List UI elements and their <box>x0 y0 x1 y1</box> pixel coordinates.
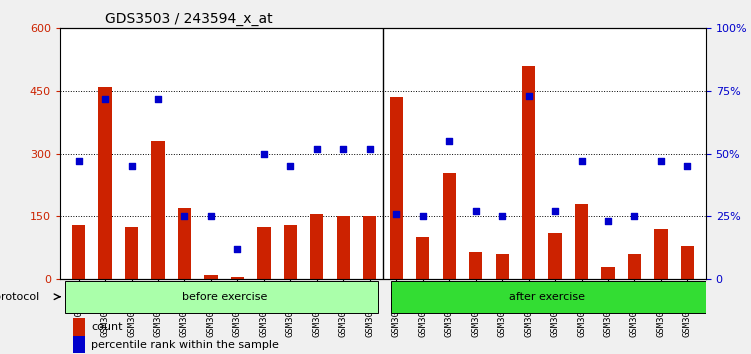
Point <box>205 213 217 219</box>
Bar <box>98 87 112 279</box>
Point <box>125 164 137 169</box>
Text: after exercise: after exercise <box>509 292 585 302</box>
Point <box>337 146 349 152</box>
Bar <box>258 227 270 279</box>
Point <box>179 213 191 219</box>
Bar <box>442 172 456 279</box>
Bar <box>125 227 138 279</box>
Bar <box>178 208 191 279</box>
Bar <box>681 246 694 279</box>
Point <box>73 159 85 164</box>
Bar <box>602 267 614 279</box>
Point <box>152 96 164 101</box>
Bar <box>654 229 668 279</box>
Text: percentile rank within the sample: percentile rank within the sample <box>91 339 279 350</box>
Bar <box>204 275 218 279</box>
Bar <box>65 281 378 313</box>
Bar <box>363 216 376 279</box>
Point <box>655 159 667 164</box>
Point <box>363 146 376 152</box>
Point <box>575 159 587 164</box>
Bar <box>416 238 430 279</box>
Text: count: count <box>91 322 122 332</box>
Bar <box>284 225 297 279</box>
Point <box>469 209 481 214</box>
Point <box>629 213 641 219</box>
Text: before exercise: before exercise <box>182 292 267 302</box>
Bar <box>310 215 324 279</box>
Bar <box>548 233 562 279</box>
Point <box>417 213 429 219</box>
Point <box>258 151 270 156</box>
Bar <box>390 97 403 279</box>
Point <box>496 213 508 219</box>
Text: GDS3503 / 243594_x_at: GDS3503 / 243594_x_at <box>105 12 273 26</box>
Point <box>602 219 614 224</box>
Bar <box>469 252 482 279</box>
Text: protocol: protocol <box>0 292 39 302</box>
Point <box>681 164 693 169</box>
Bar <box>628 254 641 279</box>
Point <box>523 93 535 99</box>
Point <box>285 164 297 169</box>
Point <box>231 246 243 252</box>
Point <box>549 209 561 214</box>
Bar <box>496 254 508 279</box>
Bar <box>231 277 244 279</box>
Point <box>443 138 455 144</box>
Bar <box>391 281 714 313</box>
Bar <box>73 318 85 336</box>
Bar <box>575 204 588 279</box>
Bar <box>336 216 350 279</box>
Bar <box>522 66 535 279</box>
Point <box>311 146 323 152</box>
Bar <box>72 225 85 279</box>
Bar <box>152 141 164 279</box>
Point <box>391 211 403 217</box>
Point <box>99 96 111 101</box>
Bar <box>73 336 85 353</box>
